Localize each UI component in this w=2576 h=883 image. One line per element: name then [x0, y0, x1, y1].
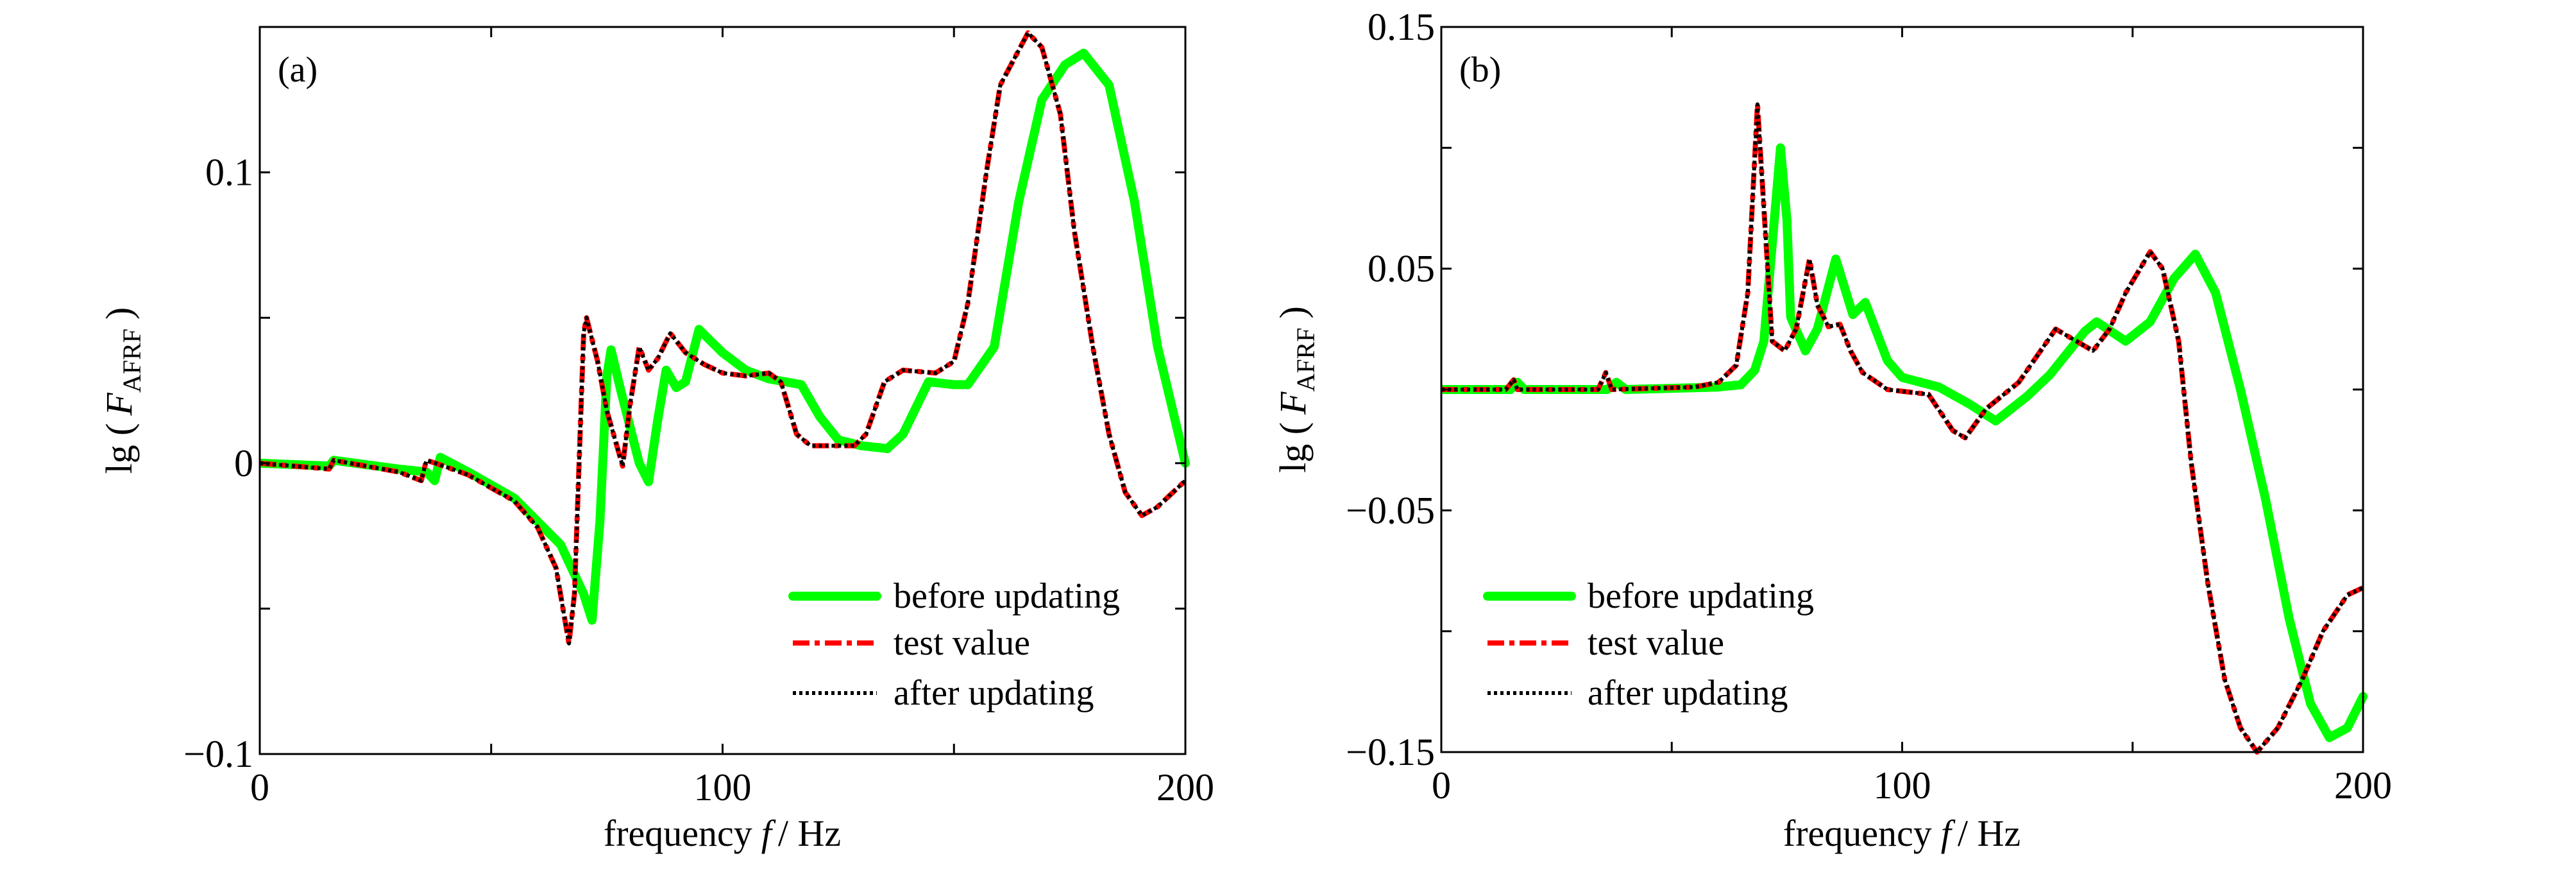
legend-label: test value — [894, 623, 1030, 663]
legend: before updating test value after updating — [1483, 576, 1814, 713]
y-label-suffix: ) — [98, 307, 140, 320]
axes-box — [258, 26, 1187, 755]
x-label-word: frequency — [604, 812, 752, 854]
x-tick-label: 0 — [1432, 764, 1451, 807]
x-axis-label: frequency f / Hz — [604, 812, 841, 854]
series-line-after-updating — [1441, 102, 2364, 754]
x-label-var: f — [761, 812, 776, 854]
y-tick-label: 0.05 — [1368, 248, 1435, 290]
chart-panel-b: 0 100 200 −0.15 −0.05 0.05 0.15 (b) frequency f / … — [1272, 6, 2392, 854]
legend: before updating test value after updating — [788, 576, 1120, 713]
x-tick-label: 100 — [1874, 764, 1931, 807]
series-line-test-value — [1441, 101, 2364, 755]
y-label-var: F — [98, 392, 140, 416]
legend-label: after updating — [894, 673, 1094, 713]
panel-label: (b) — [1459, 50, 1501, 90]
y-tick-label: −0.1 — [183, 733, 253, 775]
y-label-suffix: ) — [1272, 306, 1314, 318]
x-tick-label: 100 — [694, 766, 752, 809]
y-label-var: F — [1272, 391, 1314, 415]
y-tick-label: 0.15 — [1368, 6, 1435, 48]
series-line-after-updating — [260, 31, 1187, 646]
x-tick-label: 0 — [250, 766, 269, 809]
x-label-var: f — [1941, 812, 1956, 854]
y-axis-label: lg ( FAFRF) — [98, 307, 146, 474]
y-tick-label: −0.15 — [1346, 731, 1435, 773]
x-label-word: frequency — [1783, 812, 1932, 854]
y-label-sub: AFRF — [1291, 327, 1320, 391]
series-line-test-value — [260, 30, 1187, 646]
legend-label: before updating — [894, 576, 1120, 616]
y-tick-label: −0.05 — [1346, 489, 1435, 531]
y-label-prefix: lg ( — [1272, 422, 1314, 473]
x-label-unit: / Hz — [778, 812, 841, 854]
x-label-unit: / Hz — [1958, 812, 2021, 854]
y-label-sub: AFRF — [117, 329, 146, 393]
y-axis-label: lg ( FAFRF) — [1272, 306, 1320, 473]
legend-label: test value — [1588, 623, 1724, 663]
y-tick-label: 0.1 — [205, 151, 253, 194]
series-line-before-updating — [260, 48, 1190, 625]
legend-label: before updating — [1588, 576, 1814, 616]
legend-label: after updating — [1588, 673, 1788, 713]
x-tick-label: 200 — [2334, 764, 2392, 807]
panel-label: (a) — [278, 50, 318, 90]
x-tick-label: 200 — [1157, 766, 1214, 809]
series-line-before-updating — [1441, 143, 2368, 742]
y-label-prefix: lg ( — [98, 423, 140, 474]
y-tick-label: 0 — [234, 442, 253, 484]
x-axis-label: frequency f / Hz — [1783, 812, 2021, 854]
